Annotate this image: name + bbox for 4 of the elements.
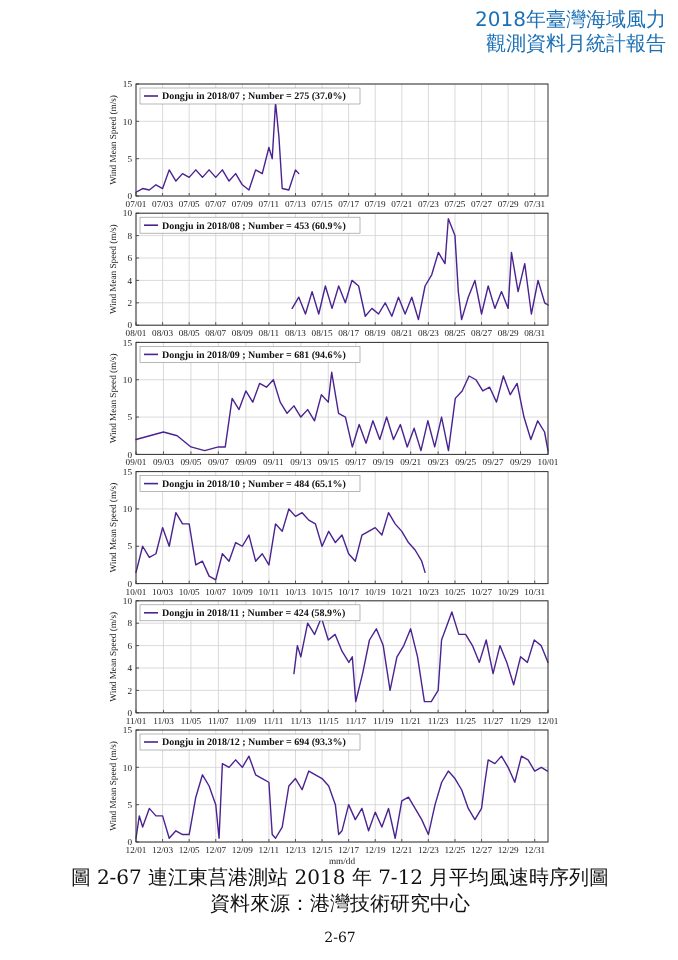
text: 觀測資料月統計報告 (486, 32, 666, 56)
source-note: 資料來源：港灣技術研究中心 (210, 892, 470, 916)
text: 2018年臺灣海域風力 (475, 8, 666, 32)
caption: 圖 2-67 連江東莒港測站 2018 年 7-12 月平均風速時序列圖 (70, 866, 610, 890)
